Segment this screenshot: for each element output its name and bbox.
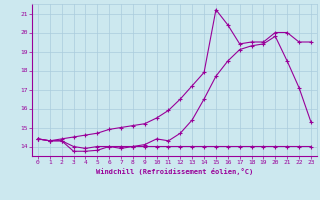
X-axis label: Windchill (Refroidissement éolien,°C): Windchill (Refroidissement éolien,°C) [96,168,253,175]
